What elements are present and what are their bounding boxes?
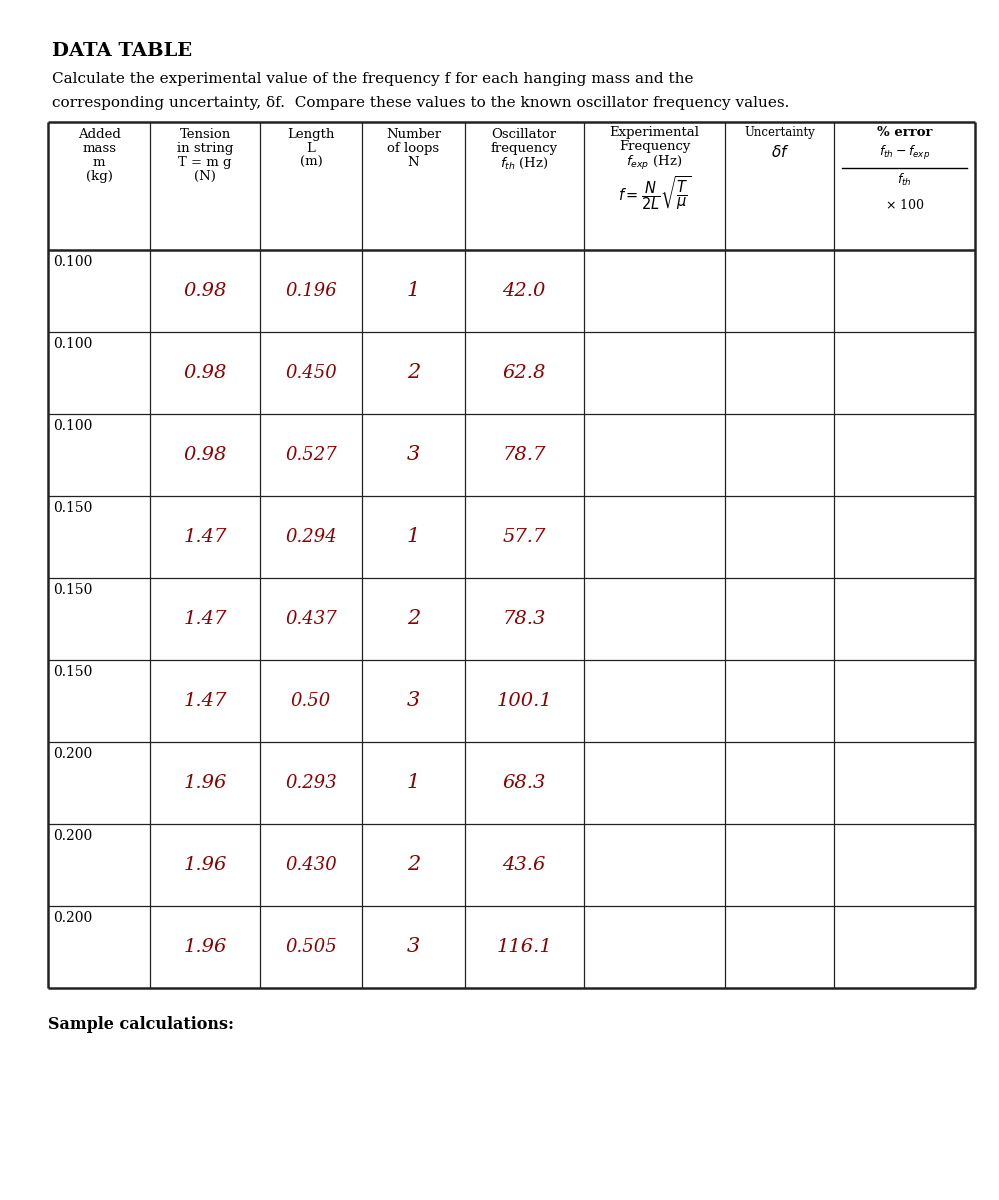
- Text: N: N: [408, 156, 420, 169]
- Text: Sample calculations:: Sample calculations:: [48, 1016, 234, 1033]
- Text: 0.200: 0.200: [53, 746, 92, 761]
- Text: Number: Number: [386, 128, 441, 140]
- Text: mass: mass: [82, 142, 116, 155]
- Text: of loops: of loops: [388, 142, 440, 155]
- Text: $\times$ 100: $\times$ 100: [885, 198, 924, 212]
- Text: 100.1: 100.1: [497, 692, 552, 710]
- Text: 3: 3: [407, 691, 420, 710]
- Text: DATA TABLE: DATA TABLE: [52, 42, 192, 60]
- Text: 2: 2: [407, 364, 420, 383]
- Text: 0.430: 0.430: [285, 856, 337, 874]
- Text: 1.47: 1.47: [184, 692, 227, 710]
- Text: Experimental: Experimental: [609, 126, 699, 139]
- Text: (kg): (kg): [86, 170, 113, 182]
- Text: 0.293: 0.293: [285, 774, 337, 792]
- Text: frequency: frequency: [491, 142, 557, 155]
- Text: 78.3: 78.3: [502, 610, 545, 628]
- Text: 3: 3: [407, 937, 420, 956]
- Text: 0.505: 0.505: [285, 938, 337, 956]
- Text: $f_{th}$ (Hz): $f_{th}$ (Hz): [500, 156, 548, 172]
- Text: 0.100: 0.100: [53, 419, 92, 433]
- Text: 62.8: 62.8: [502, 364, 545, 382]
- Text: T = m g: T = m g: [179, 156, 232, 169]
- Text: Calculate the experimental value of the frequency f for each hanging mass and th: Calculate the experimental value of the …: [52, 72, 693, 86]
- Text: 0.100: 0.100: [53, 337, 92, 350]
- Text: 0.150: 0.150: [53, 583, 92, 596]
- Text: $f_{th} - f_{exp}$: $f_{th} - f_{exp}$: [879, 144, 930, 162]
- Text: $\delta f$: $\delta f$: [770, 144, 789, 160]
- Text: 0.437: 0.437: [285, 610, 337, 628]
- Text: 0.527: 0.527: [285, 446, 337, 464]
- Text: $f = \dfrac{N}{2L}\sqrt{\dfrac{T}{\mu}}$: $f = \dfrac{N}{2L}\sqrt{\dfrac{T}{\mu}}$: [617, 174, 691, 212]
- Text: 57.7: 57.7: [502, 528, 545, 546]
- Text: 2: 2: [407, 610, 420, 629]
- Text: 68.3: 68.3: [502, 774, 545, 792]
- Text: 0.100: 0.100: [53, 254, 92, 269]
- Text: Tension: Tension: [180, 128, 231, 140]
- Text: 1.96: 1.96: [184, 774, 227, 792]
- Text: 0.98: 0.98: [184, 282, 227, 300]
- Text: 0.98: 0.98: [184, 364, 227, 382]
- Text: Uncertainty: Uncertainty: [744, 126, 815, 139]
- Text: Added: Added: [78, 128, 121, 140]
- Text: 2: 2: [407, 856, 420, 875]
- Text: $f_{exp}$ (Hz): $f_{exp}$ (Hz): [626, 154, 682, 172]
- Text: 0.294: 0.294: [285, 528, 337, 546]
- Text: (N): (N): [194, 170, 216, 182]
- Text: (m): (m): [300, 156, 323, 169]
- Text: % error: % error: [877, 126, 932, 139]
- Text: L: L: [307, 142, 316, 155]
- Text: 0.98: 0.98: [184, 446, 227, 464]
- Text: 0.200: 0.200: [53, 911, 92, 925]
- Text: 43.6: 43.6: [502, 856, 545, 874]
- Text: 1.96: 1.96: [184, 938, 227, 956]
- Text: 0.150: 0.150: [53, 502, 92, 515]
- Text: 42.0: 42.0: [502, 282, 545, 300]
- Text: 3: 3: [407, 445, 420, 464]
- Text: 1.96: 1.96: [184, 856, 227, 874]
- Text: 0.150: 0.150: [53, 665, 92, 679]
- Text: 1: 1: [407, 774, 420, 792]
- Text: 0.50: 0.50: [291, 692, 331, 710]
- Text: Length: Length: [288, 128, 335, 140]
- Text: 1: 1: [407, 528, 420, 546]
- Text: 1.47: 1.47: [184, 528, 227, 546]
- Text: 116.1: 116.1: [497, 938, 552, 956]
- Text: 0.200: 0.200: [53, 829, 92, 842]
- Text: 78.7: 78.7: [502, 446, 545, 464]
- Text: 0.196: 0.196: [285, 282, 337, 300]
- Text: 1: 1: [407, 282, 420, 300]
- Text: $f_{th}$: $f_{th}$: [897, 172, 912, 188]
- Text: Frequency: Frequency: [618, 140, 690, 152]
- Text: corresponding uncertainty, δf.  Compare these values to the known oscillator fre: corresponding uncertainty, δf. Compare t…: [52, 96, 789, 110]
- Text: in string: in string: [177, 142, 234, 155]
- Text: 1.47: 1.47: [184, 610, 227, 628]
- Text: m: m: [93, 156, 106, 169]
- Text: 0.450: 0.450: [285, 364, 337, 382]
- Text: Oscillator: Oscillator: [492, 128, 556, 140]
